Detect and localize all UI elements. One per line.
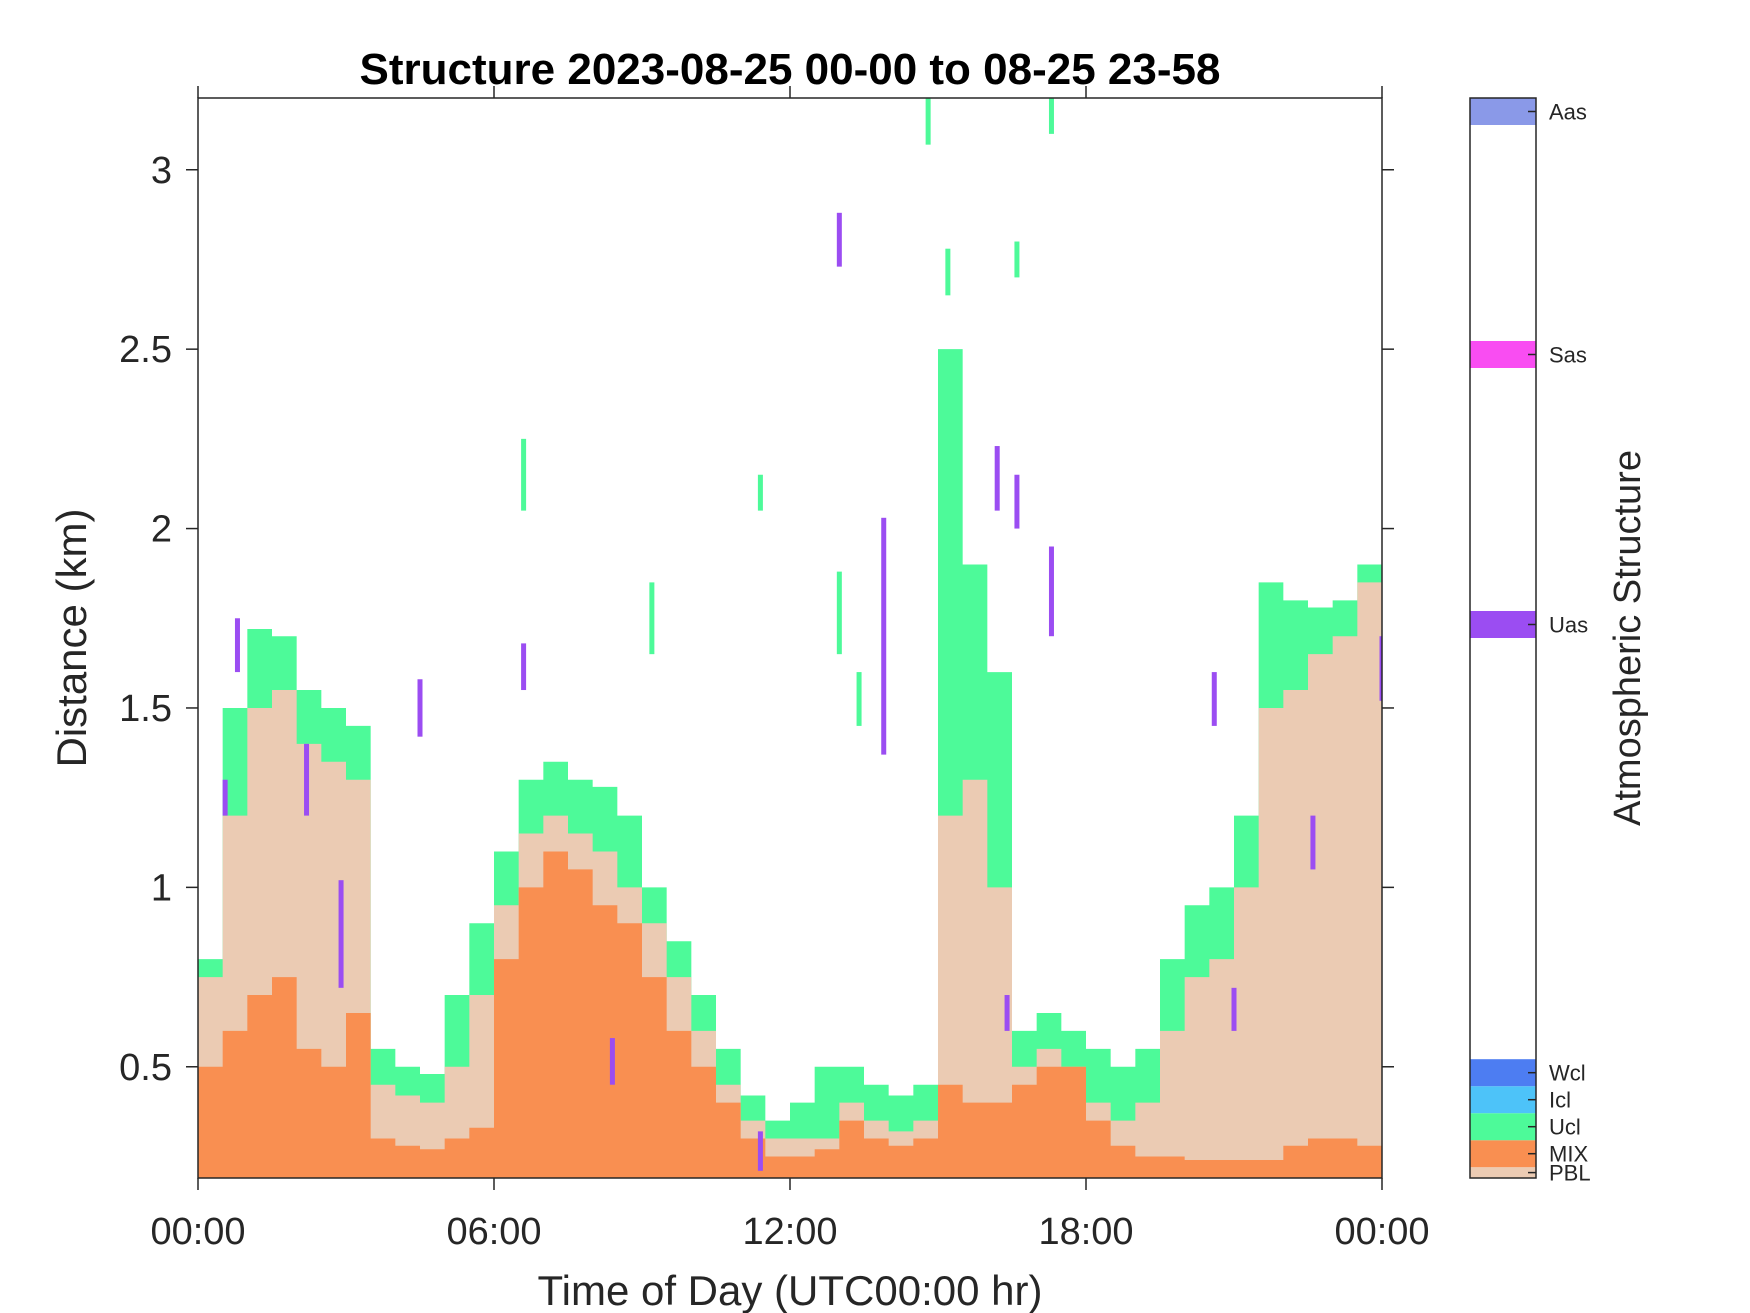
colorbar-band-sas [1470, 341, 1536, 368]
segment-uas [1379, 636, 1382, 701]
x-axis-label: Time of Day (UTC00:00 hr) [538, 1267, 1043, 1313]
y-tick-label: 0.5 [119, 1047, 172, 1089]
x-tick-label: 00:00 [150, 1211, 245, 1253]
segment-uas [609, 1038, 615, 1085]
colorbar-tick-label: PBL [1549, 1161, 1591, 1186]
segment-ucl [757, 474, 763, 511]
colorbar-tick-label: Wcl [1549, 1061, 1586, 1086]
colorbar-band-ucl [1470, 1113, 1536, 1141]
segment-ucl [945, 248, 951, 296]
segment-uas [836, 212, 842, 267]
segment-uas [1211, 672, 1217, 726]
segment-uas [521, 643, 527, 691]
segment-uas [1048, 546, 1054, 637]
colorbar-frame [1469, 97, 1537, 1179]
y-tick-label: 2.5 [119, 329, 172, 371]
x-axis: 00:00 06:00 12:00 18:00 00:00 [150, 86, 1430, 1253]
segment-uas [234, 618, 240, 673]
colorbar-tick-label: Uas [1549, 613, 1588, 638]
x-tick-label: 00:00 [1334, 1211, 1429, 1253]
x-tick-label: 18:00 [1038, 1211, 1133, 1253]
y-tick-label: 1 [151, 867, 172, 909]
colorbar-band-wcl [1470, 1059, 1536, 1087]
segment-uas [1310, 815, 1316, 870]
colorbar-band-icl [1470, 1086, 1536, 1114]
colorbar-band-mix [1470, 1140, 1536, 1168]
segment-uas [757, 1131, 763, 1171]
segment-ucl [856, 672, 862, 726]
colorbar-tick-label: MIX [1549, 1142, 1588, 1167]
segment-uas [1004, 995, 1010, 1031]
segment-uas [994, 446, 1000, 511]
colorbar-label: Atmospheric Structure [1607, 450, 1649, 826]
colorbar-tick-label: Aas [1549, 100, 1587, 125]
colorbar-band-aas [1470, 98, 1536, 125]
chart-title: Structure 2023-08-25 00-00 to 08-25 23-5… [360, 45, 1221, 94]
plot-area [198, 98, 1382, 1178]
segment-uas [222, 779, 228, 816]
segment-ucl [521, 438, 527, 511]
segment-ucl [1048, 98, 1054, 134]
y-tick-label: 2 [151, 509, 172, 551]
colorbar-tick-label: Sas [1549, 343, 1587, 368]
x-tick-label: 06:00 [446, 1211, 541, 1253]
segment-ucl [649, 582, 655, 655]
segment-uas [304, 743, 310, 816]
colorbar-band-pbl [1470, 1167, 1536, 1178]
y-axis: 0.5 1 1.5 2 2.5 3 [119, 150, 1394, 1089]
segment-ucl [836, 571, 842, 655]
x-tick-label: 12:00 [742, 1211, 837, 1253]
colorbar-band-uas [1470, 611, 1536, 638]
segment-ucl [1014, 241, 1020, 278]
segment-uas [1014, 474, 1020, 529]
mix-layer-area [198, 851, 1382, 1178]
y-axis-label: Distance (km) [48, 508, 95, 767]
segment-uas [417, 679, 423, 737]
y-tick-label: 1.5 [119, 688, 172, 730]
segment-uas [1231, 987, 1237, 1031]
colorbar-tick-label: Icl [1549, 1088, 1571, 1113]
segment-uas [338, 880, 344, 988]
segment-uas [881, 517, 887, 755]
segment-ucl [925, 98, 931, 145]
colorbar-tick-label: Ucl [1549, 1115, 1581, 1140]
y-tick-label: 3 [151, 150, 172, 192]
